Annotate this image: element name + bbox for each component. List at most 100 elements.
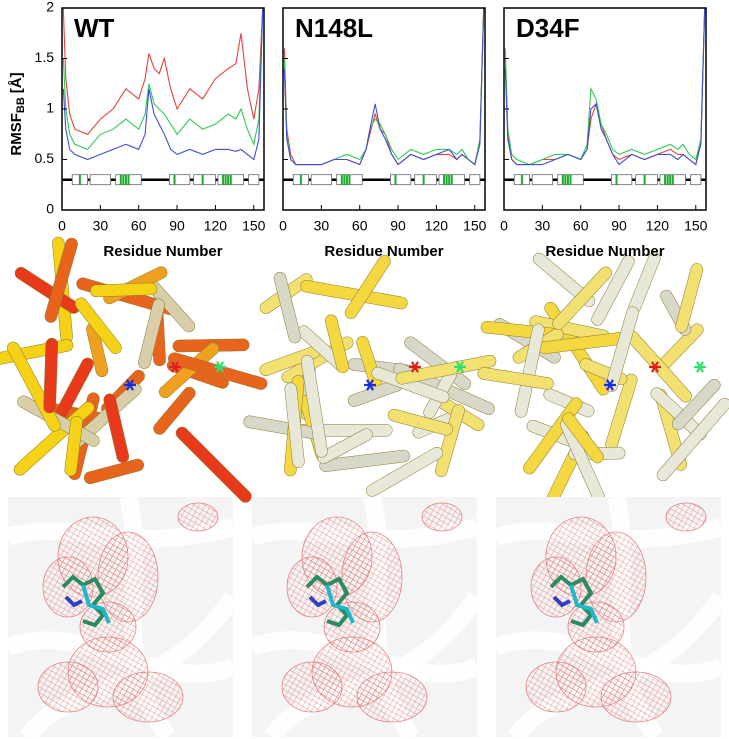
helix-cylinder [675, 263, 704, 333]
x-axis-label: Residue Number [545, 243, 664, 260]
x-tick-label: 60 [352, 218, 368, 234]
ligand [64, 595, 83, 608]
x-tick-label: 120 [204, 218, 228, 234]
ss-mark [520, 174, 523, 185]
ss-mark [222, 174, 225, 185]
helix-cylinder [395, 354, 497, 385]
ss-box [635, 174, 658, 186]
y-tick-label: 2 [46, 0, 54, 15]
helix-cylinder [366, 447, 444, 497]
cavity-mesh [600, 671, 672, 723]
x-tick-label: 150 [463, 218, 487, 234]
x-tick-label: 90 [169, 218, 185, 234]
ligand [308, 595, 327, 608]
y-tick-label: 0.5 [35, 150, 55, 166]
asterisk [456, 361, 464, 373]
ss-mark [173, 174, 176, 185]
ss-mark [569, 174, 572, 185]
ss-box [389, 174, 412, 186]
x-tick-label: 150 [684, 218, 708, 234]
x-tick-label: 0 [500, 218, 508, 234]
ss-mark [345, 174, 348, 185]
x-tick-label: 0 [279, 218, 287, 234]
x-axis-label: Residue Number [103, 243, 222, 260]
structure-images [0, 236, 729, 739]
rmsf-line [62, 7, 264, 161]
cavity-mesh [665, 502, 707, 532]
helix-cylinder [552, 266, 612, 330]
helix-cylinder [89, 282, 158, 298]
helix-cylinder [562, 412, 604, 464]
helix-cylinder [14, 267, 80, 314]
ss-mark [561, 174, 564, 185]
ss-mark [664, 174, 667, 185]
asterisk [651, 361, 659, 373]
y-axis-label-part: RMSF [8, 113, 25, 156]
ss-mark [666, 174, 669, 185]
cavity-mesh [421, 502, 463, 532]
ss-mark [343, 174, 346, 185]
helix-cylinder [387, 408, 454, 436]
helix-cylinder [175, 426, 252, 503]
x-tick-label: 30 [93, 218, 109, 234]
ss-box [610, 174, 633, 186]
ss-mark [394, 174, 397, 185]
ss-mark [299, 174, 302, 185]
ss-mark [564, 174, 567, 185]
ss-mark [422, 174, 425, 185]
x-tick-label: 120 [646, 218, 670, 234]
helix-cylinder [273, 271, 301, 344]
asterisk [696, 361, 704, 373]
helix-cylinder [319, 449, 410, 472]
rmsf-line [504, 7, 706, 166]
ligand [81, 584, 111, 624]
x-tick-label: 60 [573, 218, 589, 234]
helix-cylinder [74, 297, 122, 354]
asterisk [126, 379, 134, 391]
x-tick-label: 30 [535, 218, 551, 234]
cavity-mesh [525, 661, 587, 713]
y-axis-label: RMSFBB [Å] [8, 72, 27, 155]
y-tick-label: 1 [46, 100, 54, 116]
ss-mark [450, 174, 453, 185]
x-tick-label: 90 [390, 218, 406, 234]
helix-cylinder [514, 323, 545, 418]
cavity-mesh [356, 671, 428, 723]
ss-mark [669, 174, 672, 185]
helix-cylinder [434, 404, 465, 477]
ss-mark [119, 174, 122, 185]
x-axis-label: Residue Number [324, 243, 443, 260]
ss-mark [448, 174, 451, 185]
cavity-mesh [37, 661, 99, 713]
helix-cylinder [477, 367, 554, 390]
ss-mark [445, 174, 448, 185]
rmsf-line [504, 7, 706, 166]
asterisk [606, 379, 614, 391]
helix-cylinder [650, 387, 707, 441]
rmsf-line [62, 7, 264, 135]
ss-box [168, 174, 191, 186]
ligand [552, 595, 571, 608]
ss-mark [224, 174, 227, 185]
ss-box [310, 174, 332, 186]
ss-mark [348, 174, 351, 185]
ligand [325, 584, 355, 624]
asterisk [411, 361, 419, 373]
ss-box [469, 174, 481, 186]
cavity-mesh [281, 661, 343, 713]
chart-title: D34F [516, 13, 580, 43]
helix-cylinder [43, 337, 59, 414]
ss-box [89, 174, 111, 186]
ligand [569, 584, 599, 624]
chart-title: WT [74, 13, 115, 43]
helix-cylinder [605, 306, 639, 392]
cavity-mesh [177, 502, 219, 532]
y-axis-label-part: [Å] [8, 72, 25, 93]
x-tick-label: 120 [425, 218, 449, 234]
ss-mark [566, 174, 569, 185]
helix-cylinder [324, 314, 349, 374]
ss-box [690, 174, 702, 186]
x-tick-label: 150 [242, 218, 266, 234]
ligand [549, 574, 594, 628]
